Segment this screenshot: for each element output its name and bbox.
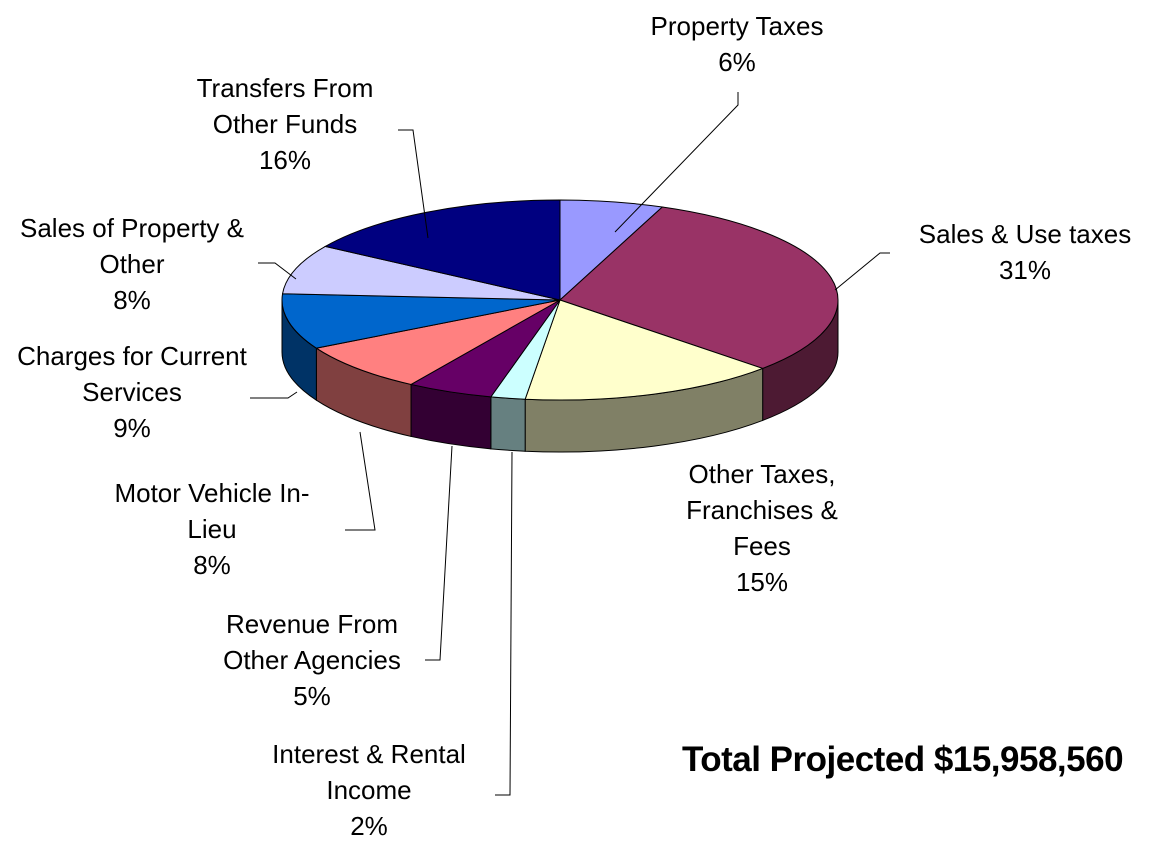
pie-slice	[323, 199, 561, 301]
slice-value-label: 8%	[193, 550, 231, 580]
slice-name: Sales of Property & Other	[20, 213, 244, 279]
pie-slice	[315, 299, 561, 385]
leader-line	[614, 92, 739, 233]
slice-name: Property Taxes	[650, 11, 824, 41]
pie-slice	[281, 293, 561, 349]
leader-line	[398, 129, 429, 239]
slice-name: Transfers From Other Funds	[196, 73, 374, 139]
slice-label: Revenue From Other Agencies 5%	[197, 606, 427, 714]
leader-line	[495, 451, 513, 796]
slice-value-label: 6%	[718, 47, 756, 77]
leader-line	[834, 252, 890, 291]
slice-value-label: 9%	[113, 413, 151, 443]
pie-slice	[559, 206, 839, 369]
slice-label: Interest & Rental Income 2%	[239, 736, 499, 844]
slice-name: Other Taxes, Franchises & Fees	[686, 459, 838, 561]
leader-line	[258, 262, 297, 280]
total-annotation: Total Projected $15,958,560	[681, 740, 1124, 779]
slice-name: Interest & Rental Income	[272, 739, 466, 805]
slice-label: Sales & Use taxes 31%	[895, 216, 1155, 288]
slice-label: Motor Vehicle In-Lieu 8%	[92, 475, 332, 583]
slice-label: Transfers From Other Funds 16%	[173, 70, 398, 178]
slice-label: Property Taxes 6%	[607, 8, 867, 80]
slice-value-label: 8%	[113, 285, 151, 315]
slice-value-label: 31%	[998, 255, 1052, 285]
slice-value-label: 2%	[350, 811, 388, 841]
slice-label: Charges for Current Services 9%	[15, 338, 250, 446]
pie-slice	[281, 245, 561, 301]
slice-name: Motor Vehicle In-Lieu	[114, 478, 310, 544]
pie-slice	[524, 299, 765, 401]
leader-line	[250, 391, 298, 399]
slice-value-label: 15%	[735, 567, 789, 597]
slice-name: Charges for Current Services	[17, 341, 247, 407]
slice-name: Sales & Use taxes	[918, 219, 1132, 249]
leader-line	[345, 431, 376, 531]
slice-value-label: 16%	[258, 145, 312, 175]
slice-label: Other Taxes, Franchises & Fees 15%	[670, 456, 855, 600]
slice-name: Revenue From Other Agencies	[223, 609, 401, 675]
slice-label: Sales of Property & Other 8%	[15, 210, 250, 318]
leader-line	[425, 445, 453, 661]
slice-value-label: 5%	[293, 681, 331, 711]
pie-slice-side	[490, 396, 526, 452]
